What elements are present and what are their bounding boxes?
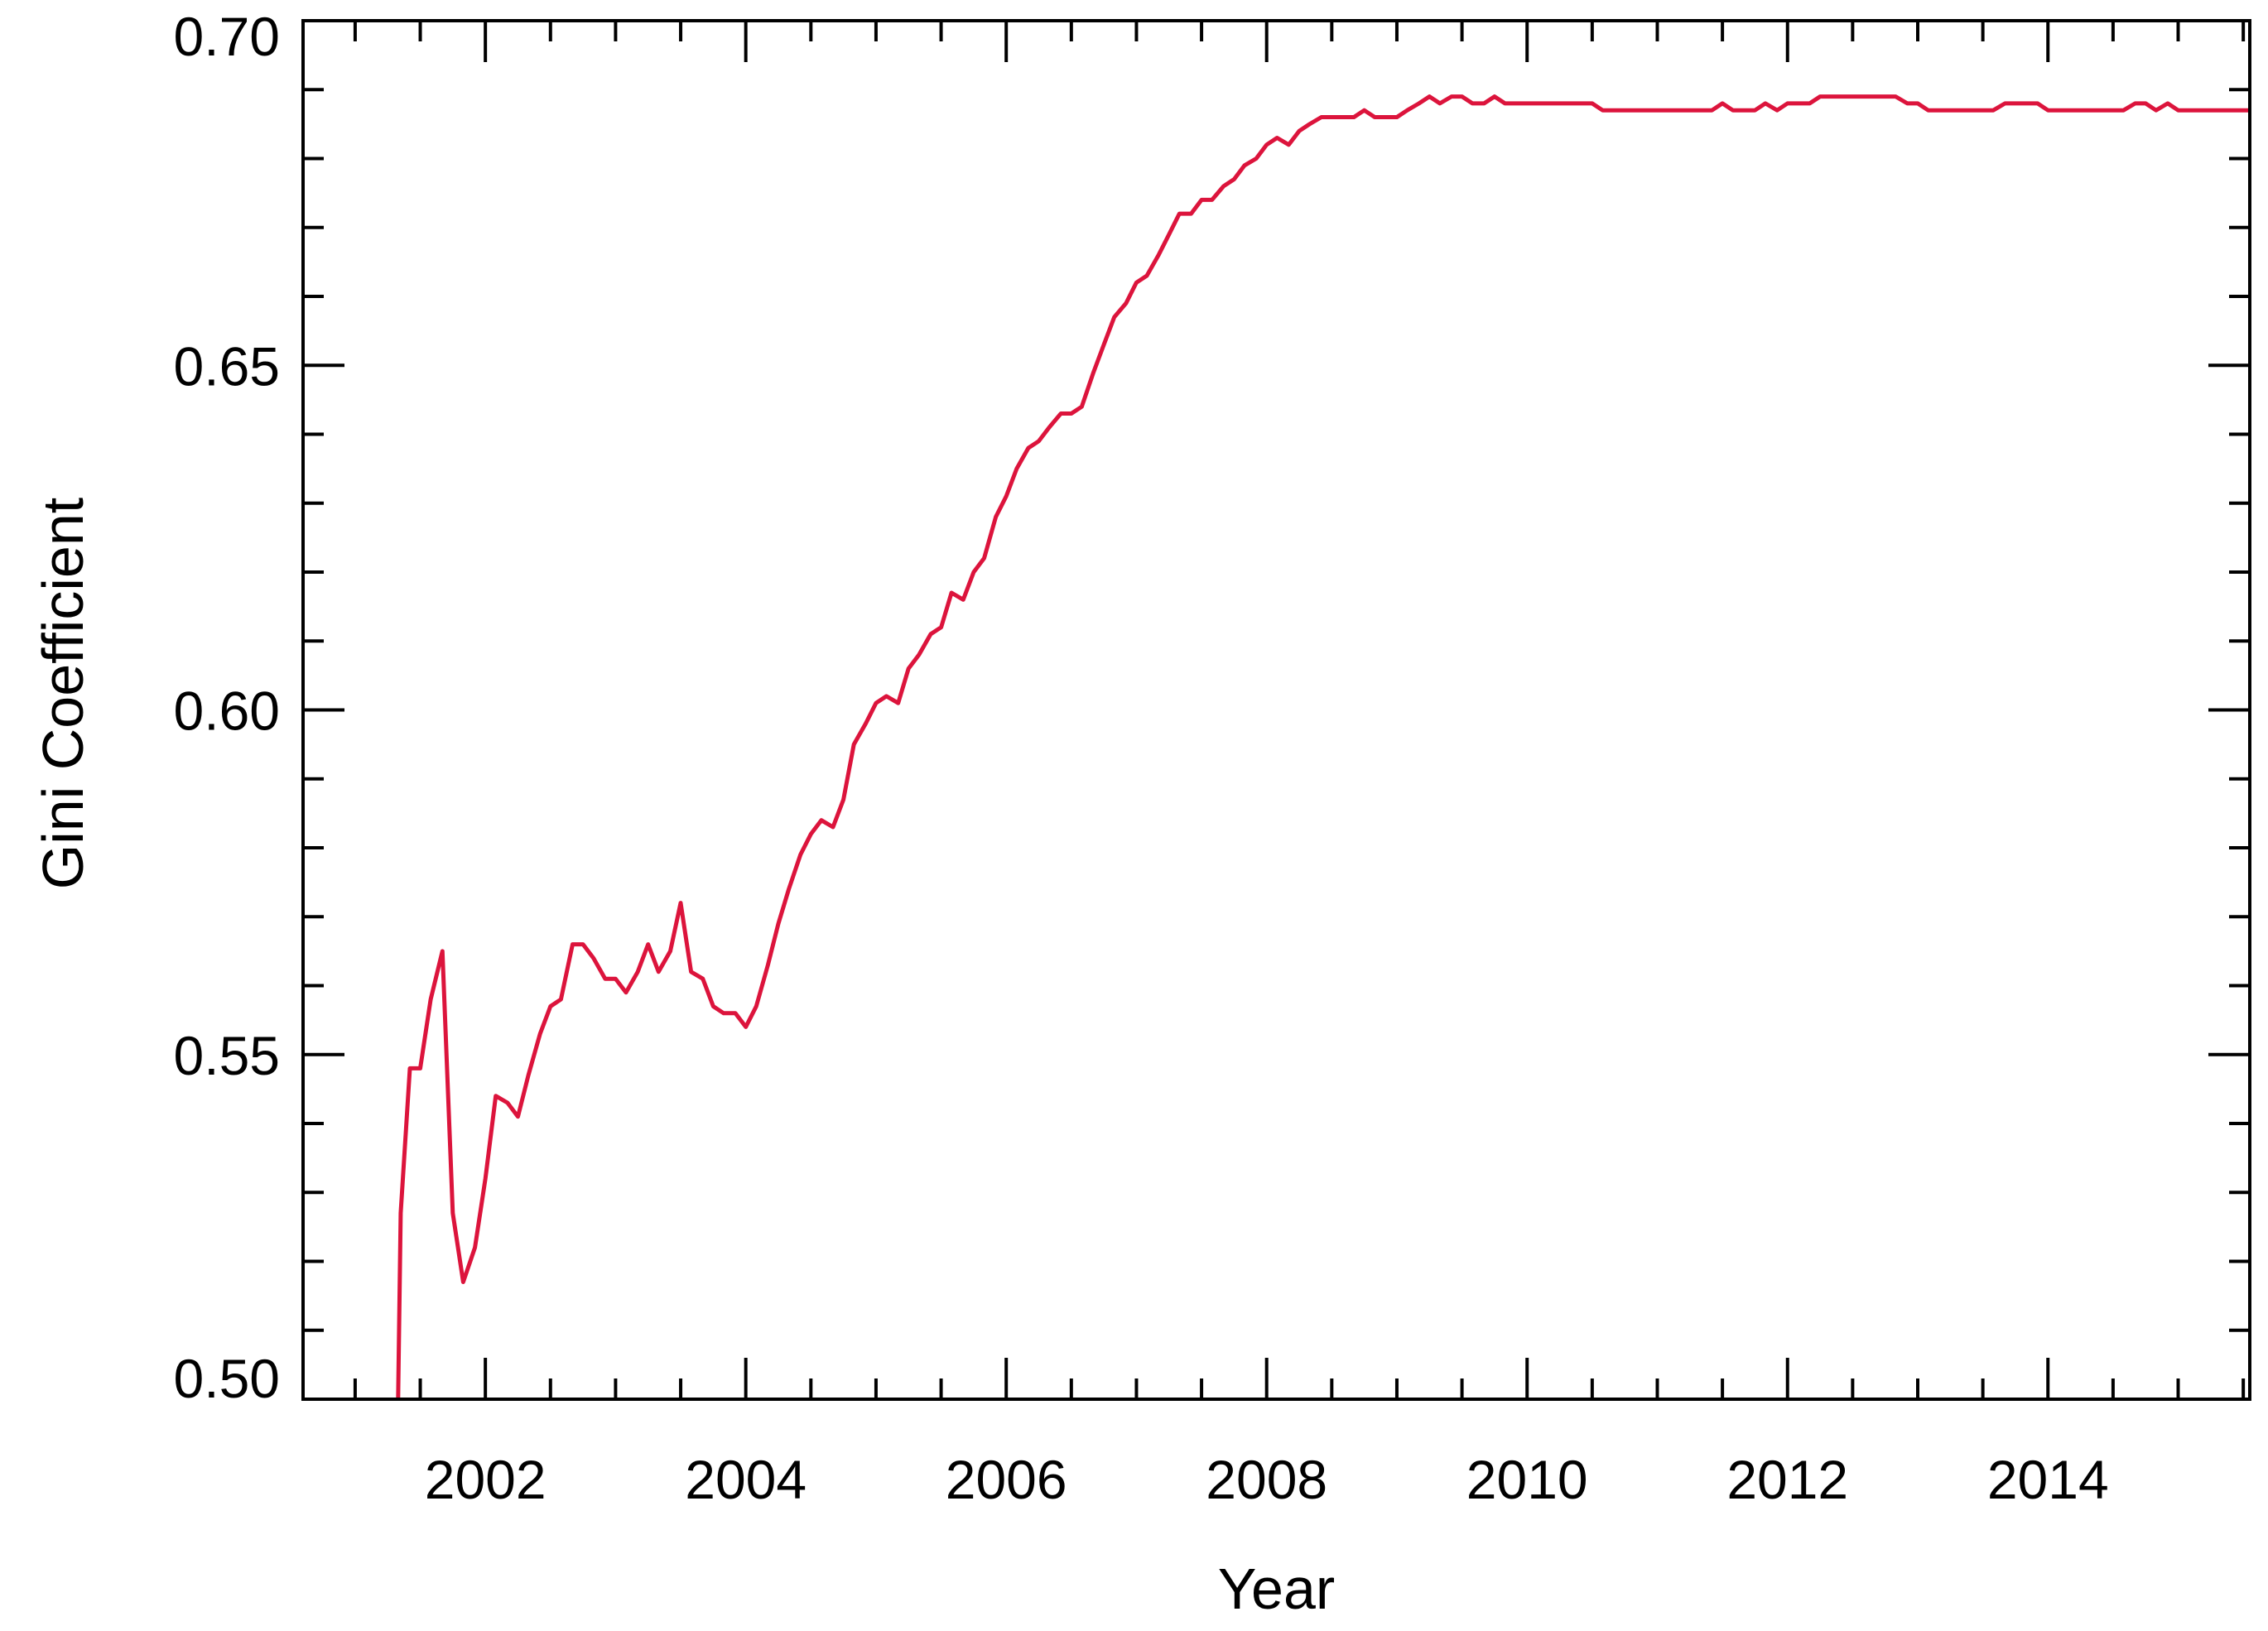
x-tick-label: 2012 [1726,1449,1848,1510]
y-axis-title: Gini Coefficient [31,498,95,889]
x-axis-title: Year [1218,1556,1335,1621]
x-tick-label: 2008 [1206,1449,1327,1510]
y-tick-label: 0.55 [174,1025,280,1086]
plot-frame [301,19,2251,1401]
x-tick-label: 2004 [685,1449,807,1510]
axis-ticks [303,19,2250,1401]
x-tick-labels: 2002 2004 2006 2008 2010 2012 2014 [425,1449,2109,1510]
plot-area [396,94,2250,1399]
y-tick-label: 0.60 [174,681,280,742]
gini-series-line [396,94,2250,1399]
y-tick-labels: 0.50 0.55 0.60 0.65 0.70 [174,6,280,1409]
y-tick-label: 0.65 [174,335,280,397]
x-tick-label: 2006 [946,1449,1067,1510]
y-tick-label: 0.70 [174,6,280,67]
x-tick-label: 2010 [1466,1449,1588,1510]
y-tick-label: 0.50 [174,1348,280,1409]
x-tick-label: 2014 [1987,1449,2109,1510]
x-tick-label: 2002 [425,1449,547,1510]
